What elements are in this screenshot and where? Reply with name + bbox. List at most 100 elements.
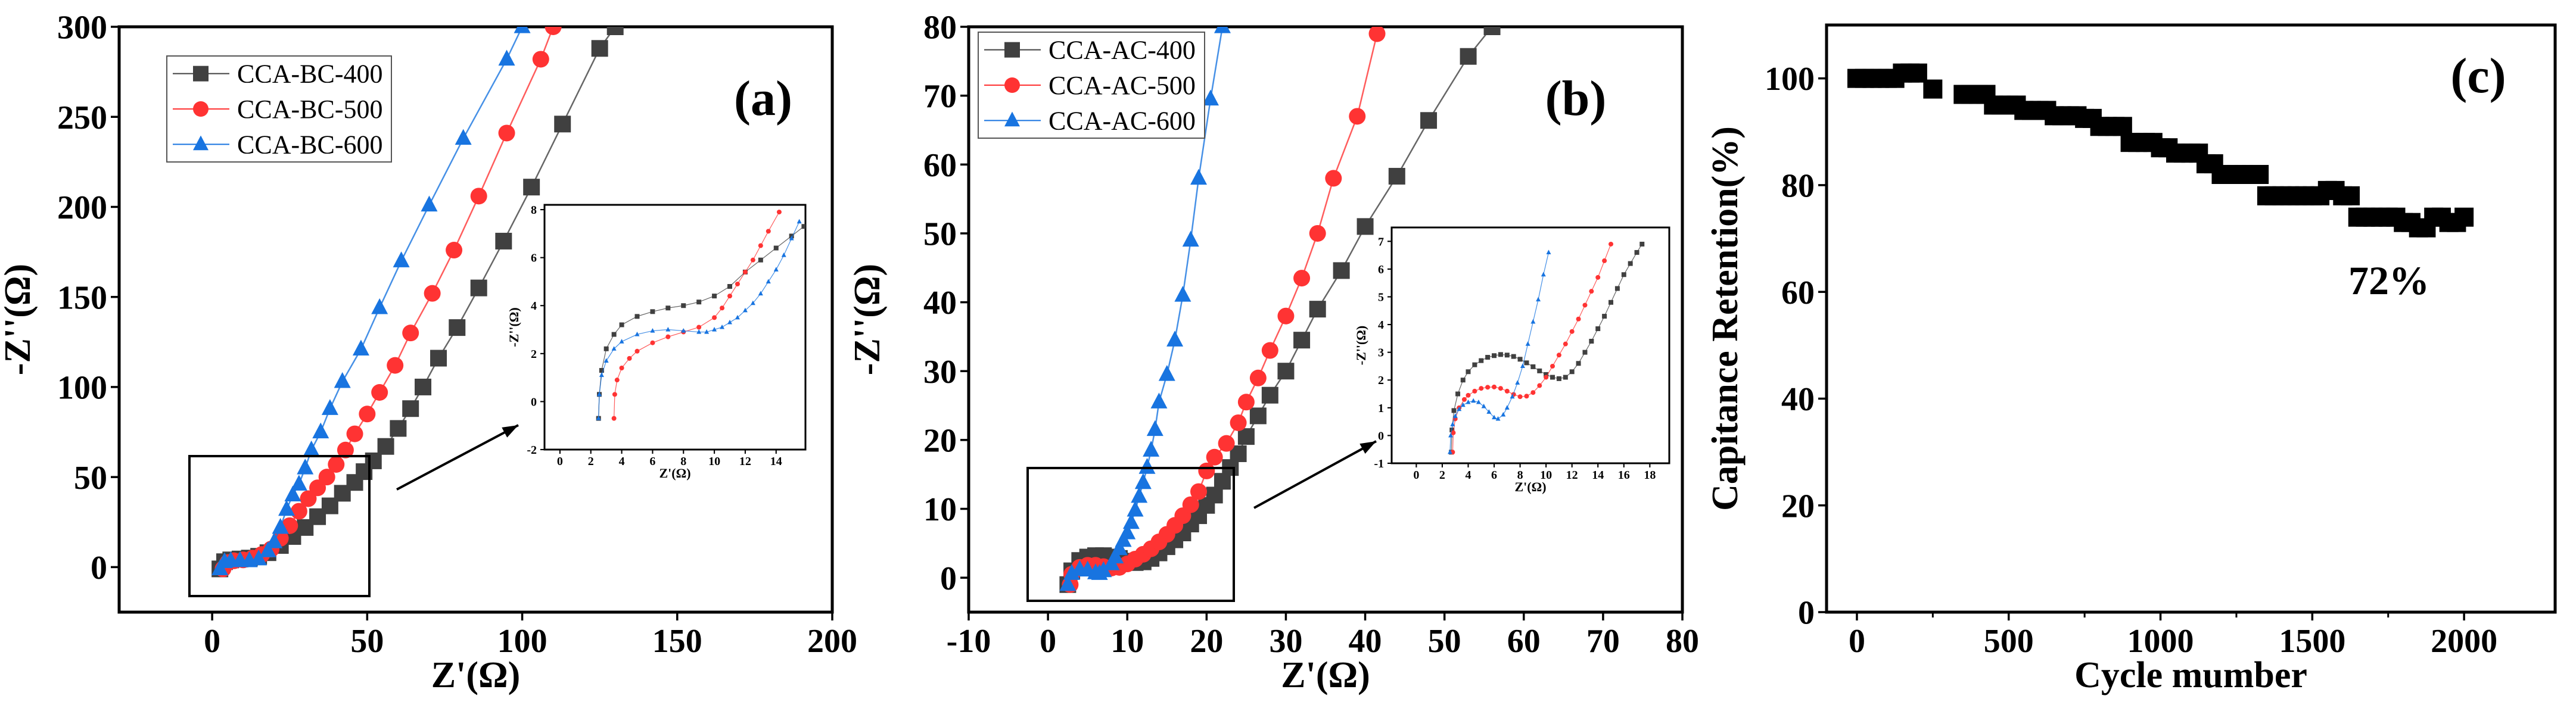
inset-data-point — [789, 235, 794, 241]
data-point — [1166, 330, 1184, 347]
inset-data-point — [1472, 362, 1477, 367]
legend-marker-circle-icon — [193, 101, 209, 117]
inset-data-point — [1563, 341, 1568, 347]
inset-x-tick-label: 10 — [708, 455, 720, 468]
y-axis-title: -Z''(Ω) — [847, 264, 888, 375]
data-point — [606, 27, 624, 35]
inset-x-axis-title: Z'(Ω) — [1514, 479, 1546, 494]
inset-data-point — [1498, 352, 1503, 357]
data-point — [1214, 27, 1231, 33]
inset-data-point — [1576, 361, 1581, 366]
inset-data-point — [1460, 402, 1466, 407]
inset-data-point — [750, 257, 755, 263]
inset-data-point — [619, 366, 624, 370]
legend-label: CCA-BC-600 — [237, 130, 382, 159]
inset-data-point — [599, 372, 604, 378]
inset-data-point — [1546, 249, 1551, 254]
inset-data-point — [758, 257, 763, 263]
inset-x-tick-label: 6 — [1491, 469, 1497, 482]
inset-series-line — [1452, 244, 1611, 453]
series-cca-bc-600 — [211, 27, 531, 576]
inset-y-tick-label: 2 — [1378, 374, 1384, 387]
data-point — [1206, 448, 1223, 466]
inset-series-inset — [1447, 249, 1551, 454]
inset-series-line — [598, 226, 804, 419]
data-point — [554, 116, 571, 133]
inset-data-point — [599, 368, 604, 373]
inset-data-point — [1461, 397, 1467, 402]
data-point — [290, 503, 307, 520]
inset-data-point — [611, 416, 617, 421]
data-point — [1059, 575, 1077, 591]
data-point — [1222, 0, 1239, 5]
panel-b-eis-ac: -10 0 10 20 30 40 50 60 70 8001020304050607080Z'(… — [847, 0, 1699, 695]
data-point — [1143, 441, 1160, 457]
data-point — [1134, 473, 1152, 489]
inset-data-point — [766, 279, 771, 283]
data-point — [1182, 496, 1199, 513]
data-point — [278, 500, 295, 516]
inset-data-point — [1530, 390, 1536, 395]
inset-data-point — [720, 305, 725, 311]
inset-data-point — [712, 326, 717, 332]
y-tick-label: 0 — [91, 550, 107, 587]
inset-data-point — [1614, 286, 1620, 291]
inset-x-tick-label: 14 — [770, 455, 782, 468]
inset-data-point — [1550, 375, 1555, 380]
inset-data-point — [758, 243, 763, 248]
data-point — [284, 485, 301, 502]
inset-data-point — [1609, 241, 1614, 247]
inset-data-point — [1466, 369, 1471, 375]
inset-data-point — [801, 224, 805, 229]
inset-data-point — [797, 219, 802, 224]
inset-y-tick-label: 0 — [1378, 429, 1384, 442]
data-point — [272, 517, 289, 534]
legend-label: CCA-BC-400 — [237, 60, 382, 89]
panel-label: (b) — [1545, 71, 1607, 126]
inset-data-point — [1504, 405, 1510, 410]
inset-data-point — [1447, 449, 1452, 454]
y-tick-label: 60 — [923, 147, 957, 184]
data-point — [1368, 27, 1386, 42]
y-tick-label: 250 — [57, 99, 107, 136]
inset-data-point — [1556, 353, 1561, 358]
inset-data-point — [742, 307, 748, 313]
x-tick-label: 500 — [1984, 623, 2034, 660]
data-point — [387, 357, 404, 374]
inset-y-tick-label: 4 — [1378, 319, 1384, 332]
inset-series-inset — [596, 219, 802, 420]
plot-frame — [967, 25, 1684, 614]
x-tick-label: 80 — [1666, 623, 1699, 660]
legend-label: CCA-AC-600 — [1049, 106, 1196, 135]
data-point — [393, 251, 410, 267]
inset-plot-frame — [543, 204, 807, 451]
inset-data-point — [1609, 300, 1614, 305]
inset-data-point — [1544, 375, 1549, 380]
data-point — [424, 285, 441, 302]
inset-data-point — [1492, 353, 1497, 358]
data-point — [1127, 500, 1144, 517]
data-point — [1110, 539, 1128, 556]
inset-background — [545, 205, 805, 450]
data-point — [1174, 286, 1191, 302]
data-point — [1309, 224, 1326, 242]
data-point — [1908, 63, 1927, 83]
data-point — [1230, 414, 1247, 431]
data-point — [455, 129, 472, 145]
inset-y-tick-label: 4 — [531, 300, 537, 313]
x-axis-title: Z'(Ω) — [431, 655, 521, 695]
inset-data-point — [603, 346, 609, 351]
inset-data-point — [1556, 376, 1561, 381]
inset-data-point — [1520, 363, 1525, 368]
legend-marker-square-icon — [1004, 42, 1020, 58]
inset-data-point — [1602, 258, 1607, 263]
x-tick-label: 150 — [652, 623, 702, 660]
inset-data-point — [1639, 241, 1645, 247]
x-axis-title: Z'(Ω) — [1281, 655, 1370, 695]
inset-data-point — [1486, 409, 1492, 414]
inset-x-axis-title: Z'(Ω) — [659, 466, 690, 481]
inset-data-point — [650, 328, 655, 333]
inset-data-point — [776, 210, 782, 215]
data-point — [309, 479, 326, 497]
